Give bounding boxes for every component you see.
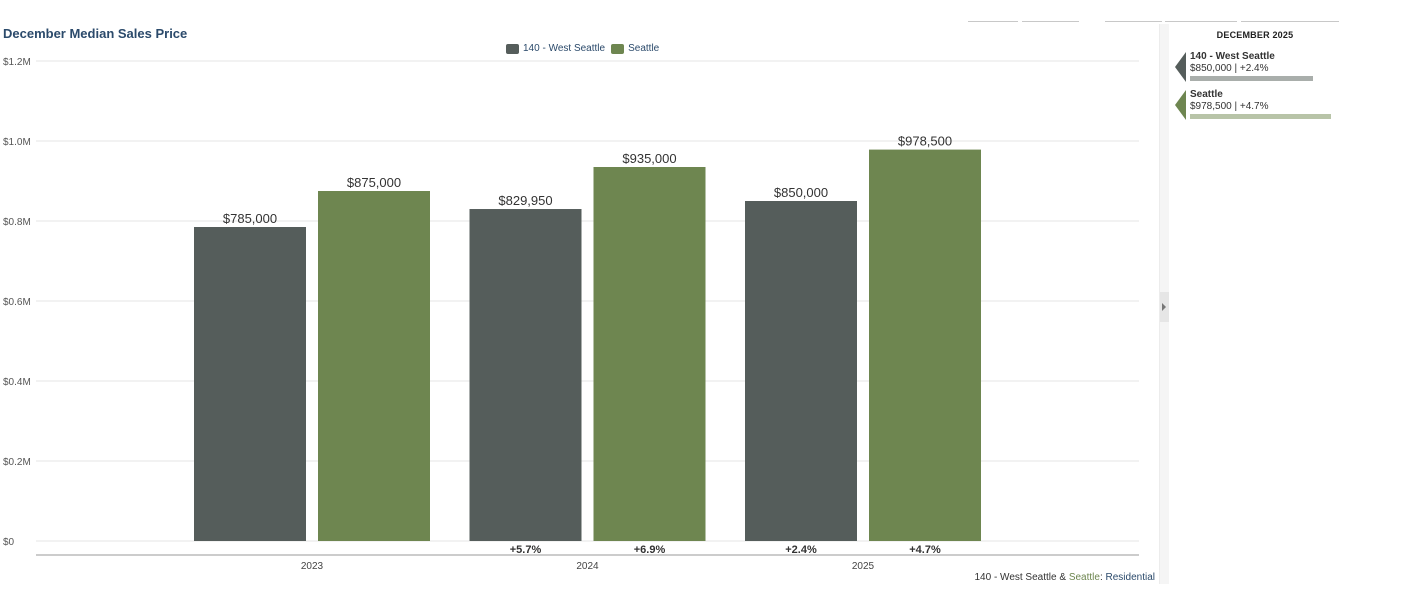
legend-label-seattle: Seattle [628,43,660,54]
panel-item-bar [1190,114,1331,119]
panel-item-name: 140 - West Seattle [1190,51,1275,62]
panel-item-value: $850,000 | +2.4% [1190,63,1269,74]
y-tick-label: $0.8M [3,217,31,228]
toolbar-tab-1[interactable] [968,21,1018,22]
pointer-triangle-icon [1175,90,1186,120]
footer-colon: : [1099,572,1106,583]
bar-west-seattle[interactable] [745,201,857,541]
legend-swatch-seattle [611,43,625,54]
y-tick-label: $0 [3,537,15,548]
panel-item-bar [1190,76,1313,81]
legend-swatch-west-seattle [506,43,519,54]
change-label: +5.7% [510,544,542,556]
legend-item-seattle[interactable]: Seattle [611,43,659,54]
data-label: $935,000 [622,151,676,166]
data-label: $785,000 [223,211,277,226]
data-label: $829,950 [498,193,552,208]
chart-title: December Median Sales Price [3,26,188,41]
y-tick-label: $0.6M [3,297,31,308]
panel-item-name: Seattle [1190,89,1223,100]
bar-west-seattle[interactable] [469,209,582,541]
summary-panel: DECEMBER 2025 140 - West Seattle $850,00… [1170,24,1340,584]
bar-west-seattle[interactable] [194,227,306,541]
y-tick-label: $0.2M [3,457,31,468]
data-label: $850,000 [774,185,828,200]
y-tick-label: $1.2M [3,57,31,68]
panel-title: DECEMBER 2025 [1216,30,1294,40]
y-tick-label: $0.4M [3,377,31,388]
footer-amp: & [1056,572,1069,583]
toolbar-tab-3[interactable] [1105,21,1162,22]
footer-property-type[interactable]: Residential [1105,572,1155,583]
bar-seattle[interactable] [593,167,706,541]
data-label: $875,000 [347,175,401,190]
bar-seattle[interactable] [318,191,430,541]
pointer-triangle-icon [1175,52,1186,82]
toolbar-tab-5[interactable] [1241,21,1339,22]
change-label: +6.9% [634,544,666,556]
expand-arrow-icon[interactable] [1162,303,1166,311]
footer-city: Seattle [1068,572,1100,583]
panel-item-west-seattle[interactable]: 140 - West Seattle $850,000 | +2.4% [1170,50,1340,84]
toolbar-tab-4[interactable] [1165,21,1237,22]
x-tick-label: 2025 [852,561,875,572]
panel-item-value: $978,500 | +4.7% [1190,101,1269,112]
bar-chart: $0 $0.2M $0.4M $0.6M $0.8M $1.0M $1.2M $785,000… [3,57,1139,572]
toolbar-tab-2[interactable] [1022,21,1079,22]
panel-splitter[interactable] [1159,24,1169,584]
y-tick-label: $1.0M [3,137,31,148]
footer-area: 140 - West Seattle [974,572,1057,583]
panel-item-seattle[interactable]: Seattle $978,500 | +4.7% [1170,88,1340,122]
x-tick-label: 2024 [576,561,599,572]
x-tick-label: 2023 [301,561,324,572]
legend-item-west-seattle[interactable]: 140 - West Seattle [506,43,605,54]
change-label: +4.7% [909,544,941,556]
bar-seattle[interactable] [869,149,981,541]
change-label: +2.4% [785,544,817,556]
data-label: $978,500 [898,134,952,149]
chart-footer: 140 - West Seattle & Seattle: Residentia… [974,572,1155,583]
legend-label-west-seattle: 140 - West Seattle [523,43,606,54]
chart-legend: 140 - West Seattle Seattle [506,43,659,54]
